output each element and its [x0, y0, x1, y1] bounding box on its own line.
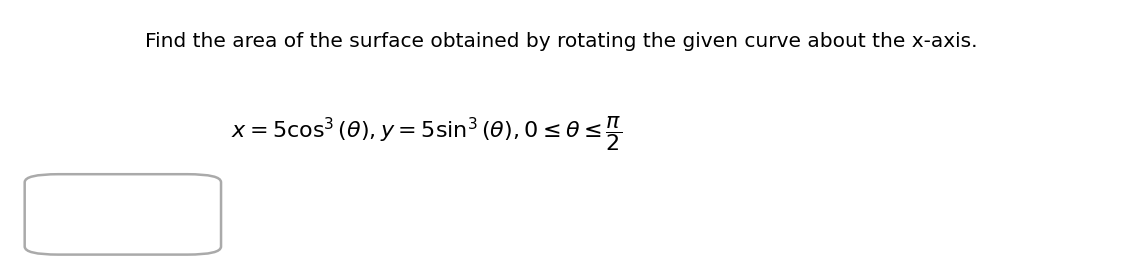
- FancyBboxPatch shape: [25, 174, 221, 255]
- Text: $x = 5\cos^3(\theta), y = 5\sin^3(\theta), 0 \leq \theta \leq \dfrac{\pi}{2}$: $x = 5\cos^3(\theta), y = 5\sin^3(\theta…: [231, 114, 622, 154]
- Text: Find the area of the surface obtained by rotating the given curve about the x-ax: Find the area of the surface obtained by…: [145, 32, 977, 51]
